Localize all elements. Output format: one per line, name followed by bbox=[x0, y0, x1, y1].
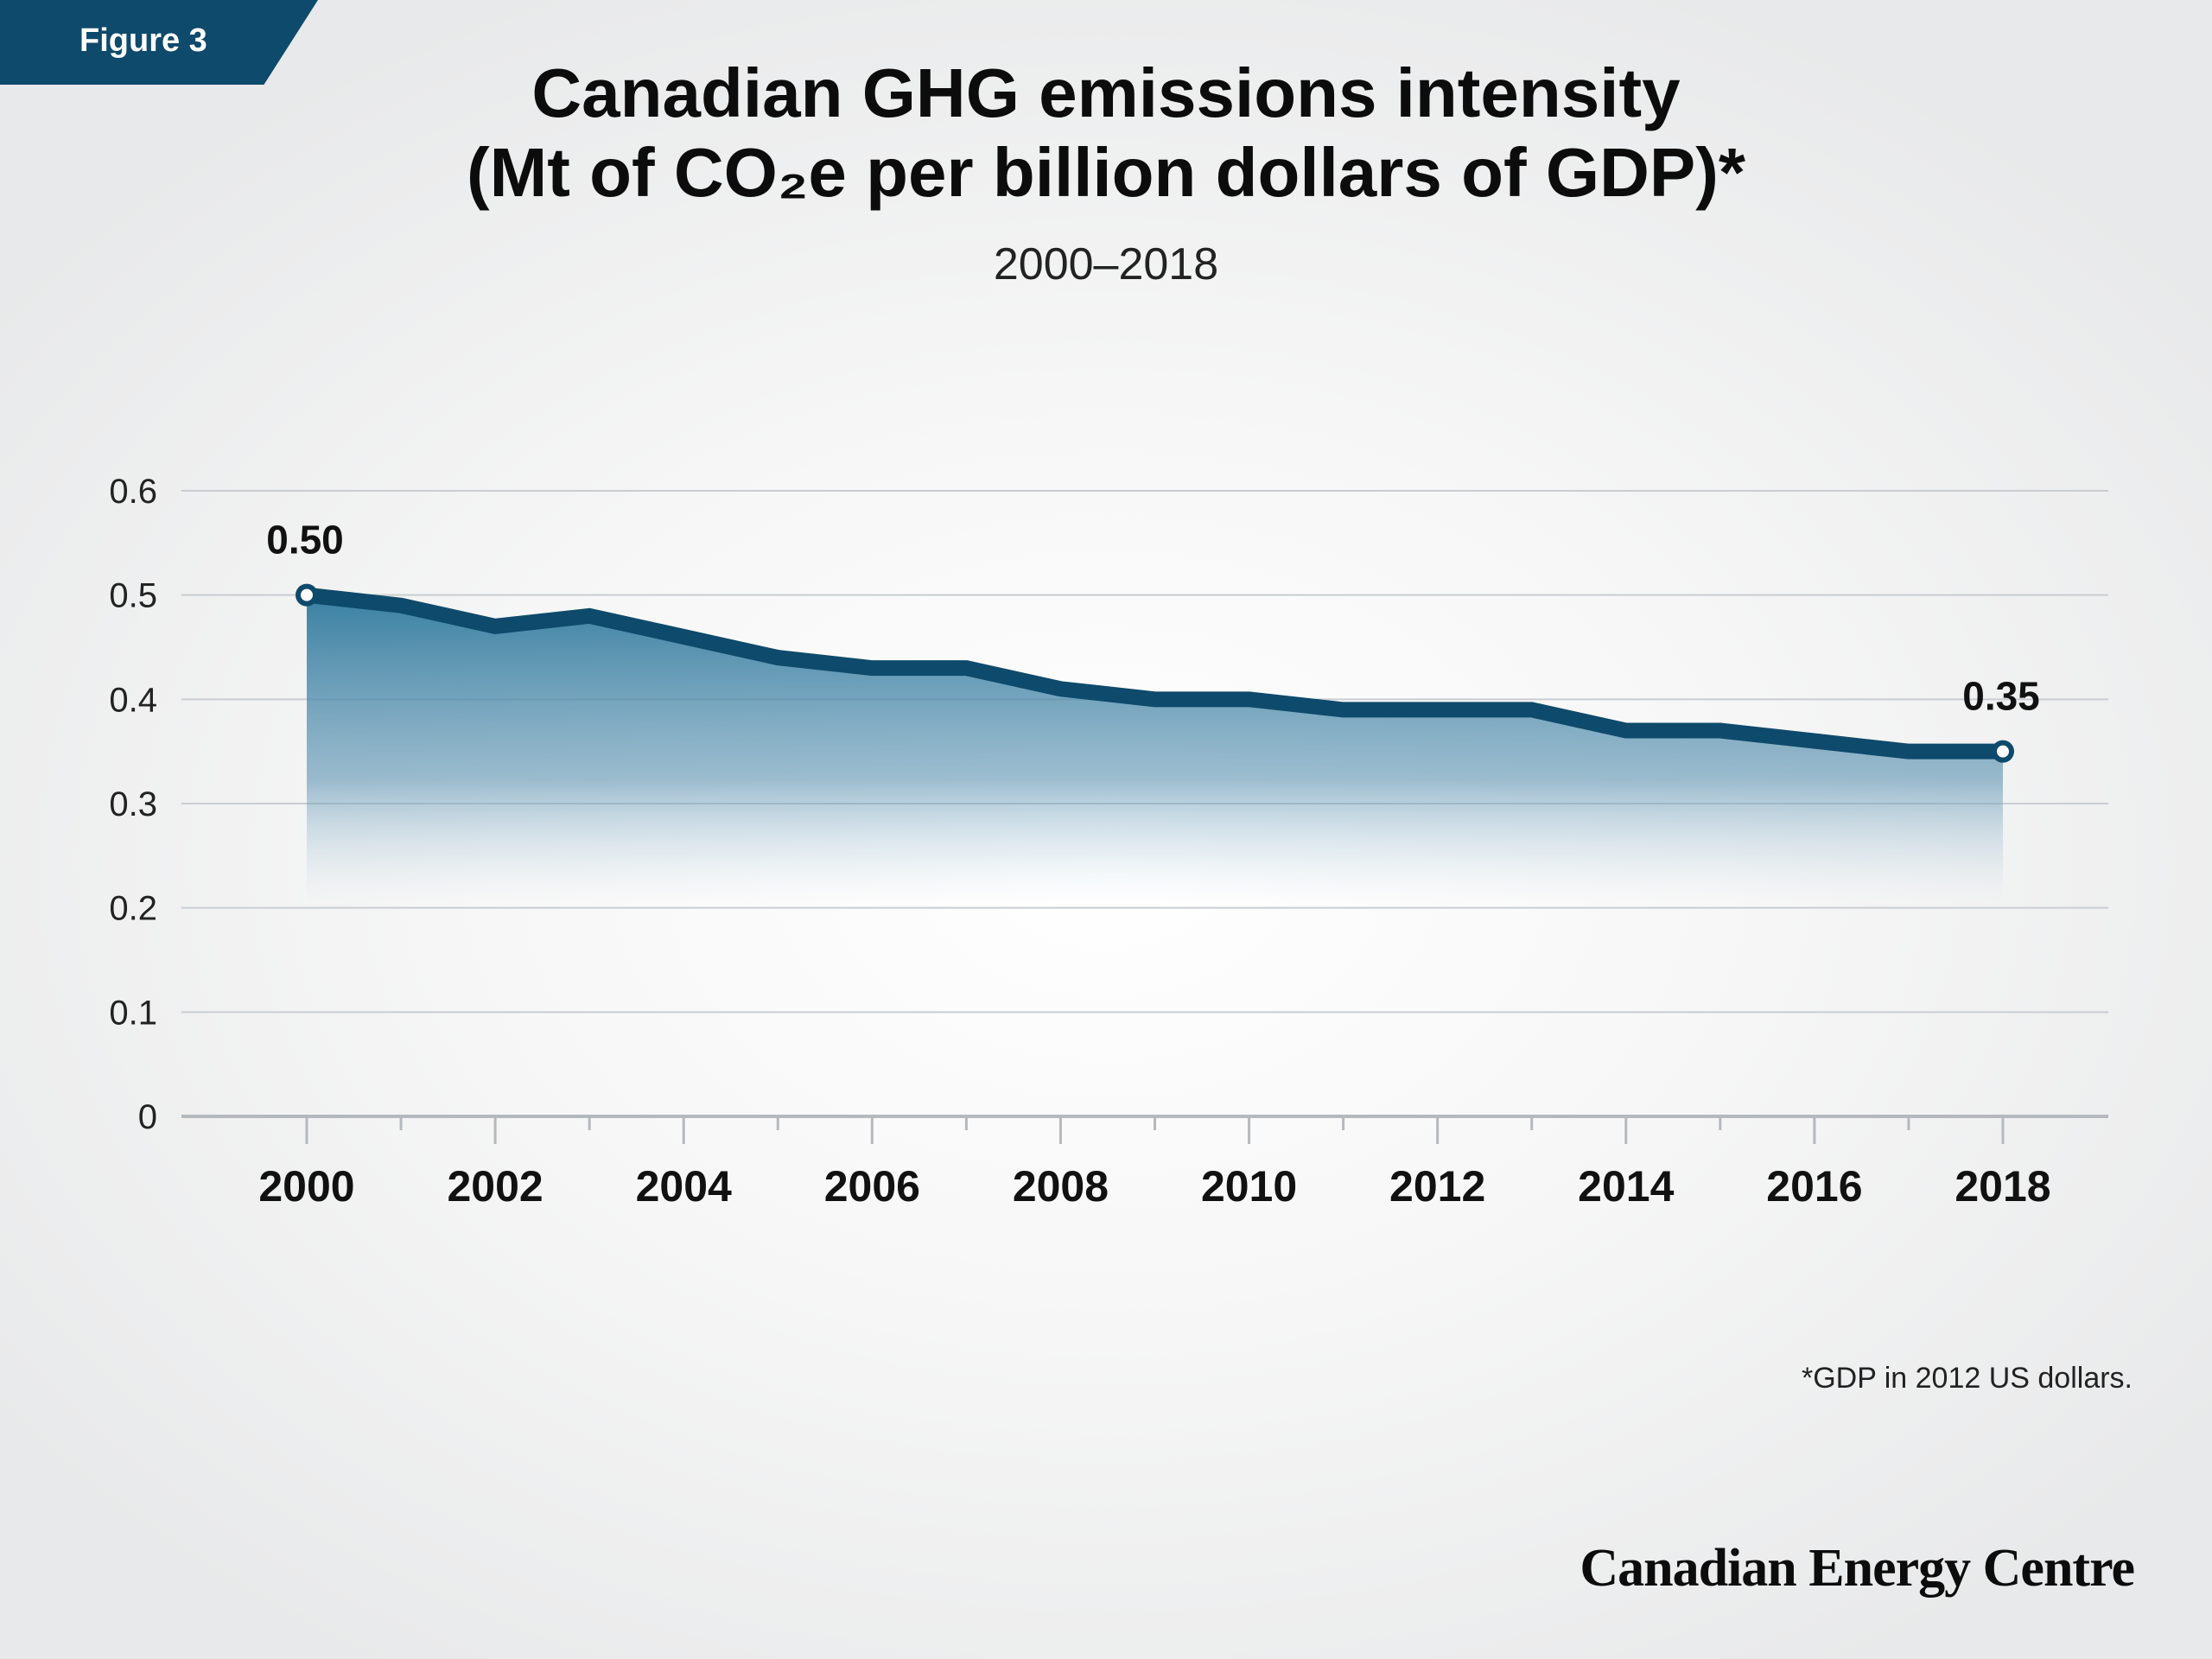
x-tick-label: 2002 bbox=[447, 1162, 543, 1211]
data-label-2000: 0.50 bbox=[266, 518, 344, 563]
data-point-2018 bbox=[1992, 740, 2014, 763]
brand-logo-text: Canadian Energy Centre bbox=[1580, 1539, 2135, 1598]
series-line-layer bbox=[306, 587, 2003, 760]
y-tick-label: 0.4 bbox=[109, 681, 157, 719]
chart-subtitle: 2000–2018 bbox=[993, 239, 1219, 289]
x-tick-labels: 2000 2002 2004 2006 2008 2010 2012 2014 2016 2018 bbox=[258, 1162, 2050, 1211]
series-area bbox=[307, 594, 2003, 903]
x-tick-label: 2006 bbox=[824, 1162, 920, 1211]
footnote: *GDP in 2012 US dollars. bbox=[1801, 1362, 2133, 1395]
y-tick-label: 0.3 bbox=[109, 785, 157, 823]
y-tick-label: 0.6 bbox=[109, 473, 157, 511]
y-tick-labels: 0 0.1 0.2 0.3 0.4 0.5 0.6 bbox=[109, 473, 157, 1136]
data-point-2000 bbox=[296, 583, 318, 607]
data-label-2018: 0.35 bbox=[1962, 674, 2040, 719]
figure-badge bbox=[0, 0, 318, 85]
x-tick-label: 2014 bbox=[1578, 1162, 1674, 1211]
y-tick-label: 0.5 bbox=[109, 577, 157, 615]
series-line bbox=[306, 587, 2003, 760]
x-tick-label: 2018 bbox=[1955, 1162, 2050, 1211]
chart-title-line-1: Canadian GHG emissions intensity bbox=[531, 54, 1681, 131]
x-tick-label: 2000 bbox=[258, 1162, 354, 1211]
x-tick-label: 2016 bbox=[1766, 1162, 1862, 1211]
x-tick-label: 2012 bbox=[1389, 1162, 1485, 1211]
area-fill-layer bbox=[307, 594, 2003, 903]
x-tick-label: 2010 bbox=[1201, 1162, 1297, 1211]
data-points bbox=[296, 583, 2014, 763]
figure-badge-label: Figure 3 bbox=[79, 22, 207, 59]
y-tick-label: 0.1 bbox=[109, 994, 157, 1032]
y-tick-label: 0 bbox=[138, 1098, 157, 1136]
data-labels: 0.50 0.35 bbox=[266, 518, 2040, 719]
x-tick-label: 2008 bbox=[1013, 1162, 1109, 1211]
chart-title: Canadian GHG emissions intensity (Mt of … bbox=[0, 54, 2212, 213]
y-tick-label: 0.2 bbox=[109, 890, 157, 928]
x-tick-label: 2004 bbox=[636, 1162, 732, 1211]
x-axis bbox=[181, 1115, 2108, 1144]
chart-title-line-2: (Mt of CO₂e per billion dollars of GDP)* bbox=[467, 134, 1745, 211]
